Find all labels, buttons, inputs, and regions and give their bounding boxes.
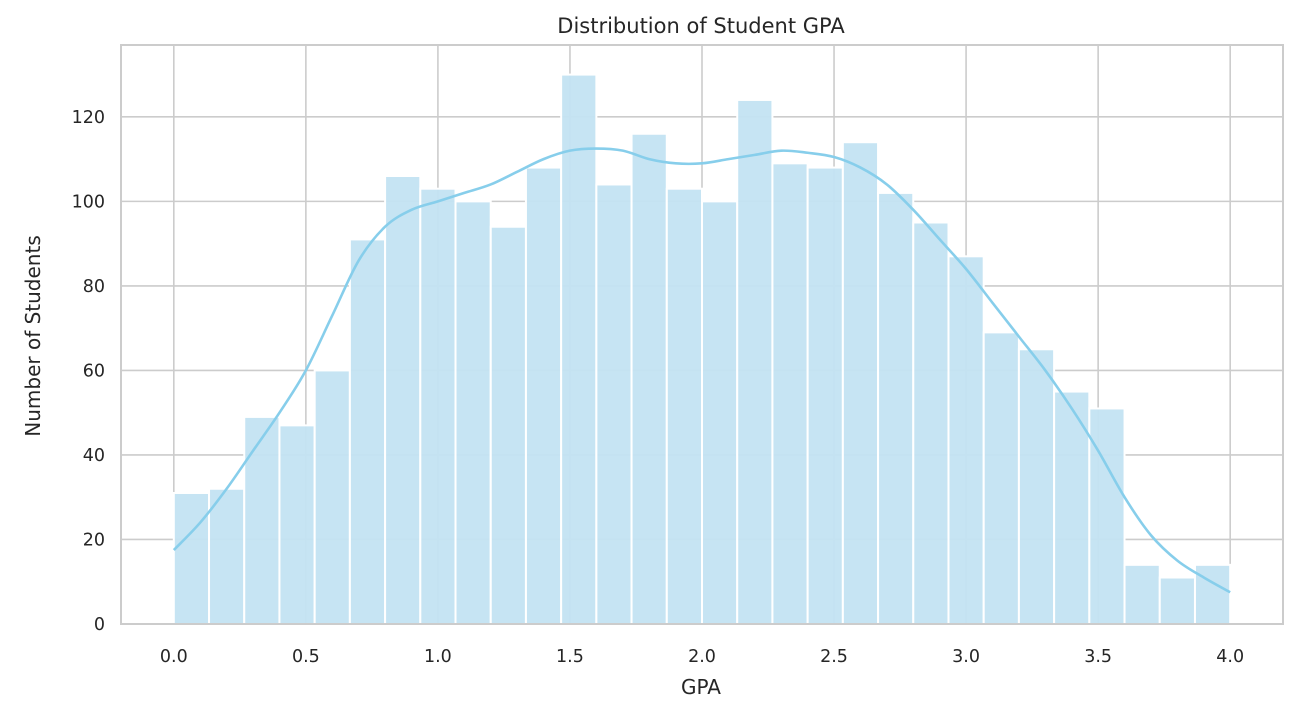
histogram-bar bbox=[1193, 563, 1232, 625]
histogram-bar bbox=[701, 200, 739, 626]
x-tick-label: 2.5 bbox=[820, 647, 848, 667]
histogram-bar bbox=[912, 221, 950, 625]
histogram-bar bbox=[560, 73, 598, 626]
x-tick-label: 0.5 bbox=[292, 647, 320, 667]
histogram-bar bbox=[524, 166, 563, 625]
histogram-bar bbox=[384, 175, 422, 626]
y-tick-label: 0 bbox=[94, 615, 105, 635]
kde-curve bbox=[172, 147, 1231, 594]
x-tick-label: 4.0 bbox=[1216, 647, 1244, 667]
x-tick-label: 1.5 bbox=[556, 647, 584, 667]
y-tick-label: 40 bbox=[83, 446, 105, 466]
y-tick-label: 100 bbox=[72, 192, 105, 212]
y-axis-label: Number of Students bbox=[21, 235, 45, 436]
kde-curve-group bbox=[172, 147, 1231, 594]
x-tick-label: 0.0 bbox=[160, 647, 188, 667]
histogram-bar bbox=[982, 331, 1020, 625]
histogram-bar bbox=[243, 415, 281, 625]
histogram-bar bbox=[1158, 576, 1196, 625]
x-tick-label: 2.0 bbox=[688, 647, 716, 667]
x-tick-label: 3.5 bbox=[1084, 647, 1112, 667]
histogram-bar bbox=[208, 487, 246, 625]
histogram-bar bbox=[630, 132, 668, 625]
histogram-bar bbox=[736, 98, 774, 626]
histogram-bar bbox=[841, 141, 880, 625]
y-tick-label: 120 bbox=[72, 108, 105, 128]
histogram-bar bbox=[947, 255, 985, 625]
histogram-bar bbox=[278, 424, 316, 625]
x-axis-label: GPA bbox=[681, 675, 721, 699]
histogram-bar bbox=[419, 187, 457, 626]
histogram-bar bbox=[313, 369, 351, 626]
x-tick-labels: 0.0 0.5 1.0 1.5 2.0 2.5 3.0 3.5 4.0 bbox=[160, 647, 1244, 667]
histogram-bar bbox=[1123, 563, 1161, 625]
histogram-bar bbox=[454, 200, 492, 626]
histogram-bar bbox=[771, 162, 809, 626]
histogram-bars bbox=[172, 73, 1232, 626]
histogram-bar bbox=[348, 238, 387, 625]
plot-frame bbox=[120, 44, 1284, 625]
histogram-bar bbox=[489, 225, 527, 625]
histogram-bar bbox=[172, 491, 211, 626]
y-tick-label: 60 bbox=[83, 361, 105, 381]
x-tick-label: 1.0 bbox=[424, 647, 452, 667]
histogram-bar bbox=[1088, 407, 1126, 625]
histogram-bar bbox=[806, 166, 844, 625]
x-tick-label: 3.0 bbox=[952, 647, 980, 667]
chart-title: Distribution of Student GPA bbox=[557, 14, 845, 38]
y-tick-label: 20 bbox=[83, 530, 105, 550]
y-tick-labels: 0 20 40 60 80 100 120 bbox=[72, 108, 105, 635]
histogram-bar bbox=[1017, 348, 1056, 625]
histogram-bar bbox=[665, 187, 704, 626]
histogram-bar bbox=[595, 183, 633, 625]
y-tick-label: 80 bbox=[83, 277, 105, 297]
histogram-bar bbox=[877, 191, 915, 625]
